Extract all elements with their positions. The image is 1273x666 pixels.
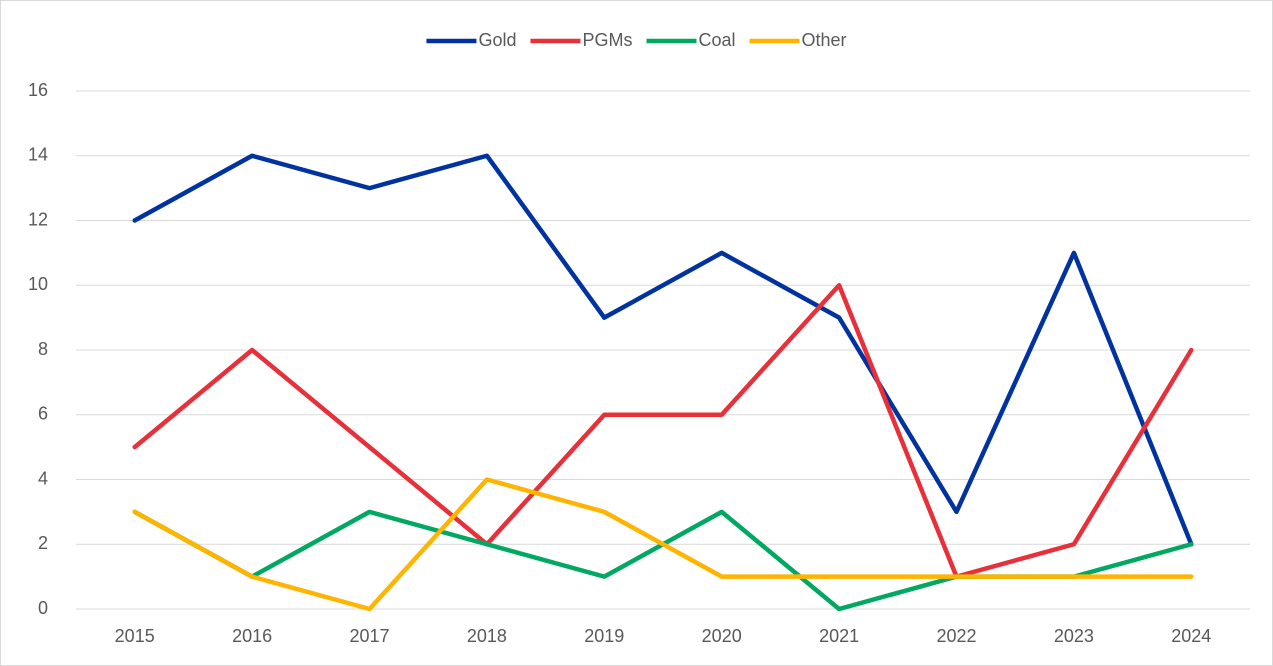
x-tick-label: 2016 [232, 626, 272, 646]
y-tick-label: 6 [38, 404, 48, 424]
x-tick-label: 2023 [1054, 626, 1094, 646]
x-tick-label: 2018 [467, 626, 507, 646]
data-line [132, 153, 1194, 547]
x-tick-label: 2015 [115, 626, 155, 646]
x-tick-label: 2024 [1171, 626, 1211, 646]
y-tick-label: 12 [28, 209, 48, 229]
x-tick-label: 2020 [702, 626, 742, 646]
x-tick-label: 2019 [584, 626, 624, 646]
x-tick-label: 2021 [819, 626, 859, 646]
x-tick-label: 2017 [349, 626, 389, 646]
legend-label: PGMs [582, 30, 632, 50]
data-line [132, 283, 1194, 579]
y-tick-label: 8 [38, 339, 48, 359]
y-tick-label: 16 [28, 80, 48, 100]
y-tick-label: 2 [38, 533, 48, 553]
y-tick-label: 0 [38, 598, 48, 618]
y-tick-label: 14 [28, 145, 48, 165]
legend-label: Gold [478, 30, 516, 50]
y-tick-label: 4 [38, 468, 48, 488]
y-tick-label: 10 [28, 274, 48, 294]
x-tick-label: 2022 [936, 626, 976, 646]
legend-label: Other [802, 30, 847, 50]
data-line [132, 477, 1194, 612]
legend-label: Coal [698, 30, 735, 50]
